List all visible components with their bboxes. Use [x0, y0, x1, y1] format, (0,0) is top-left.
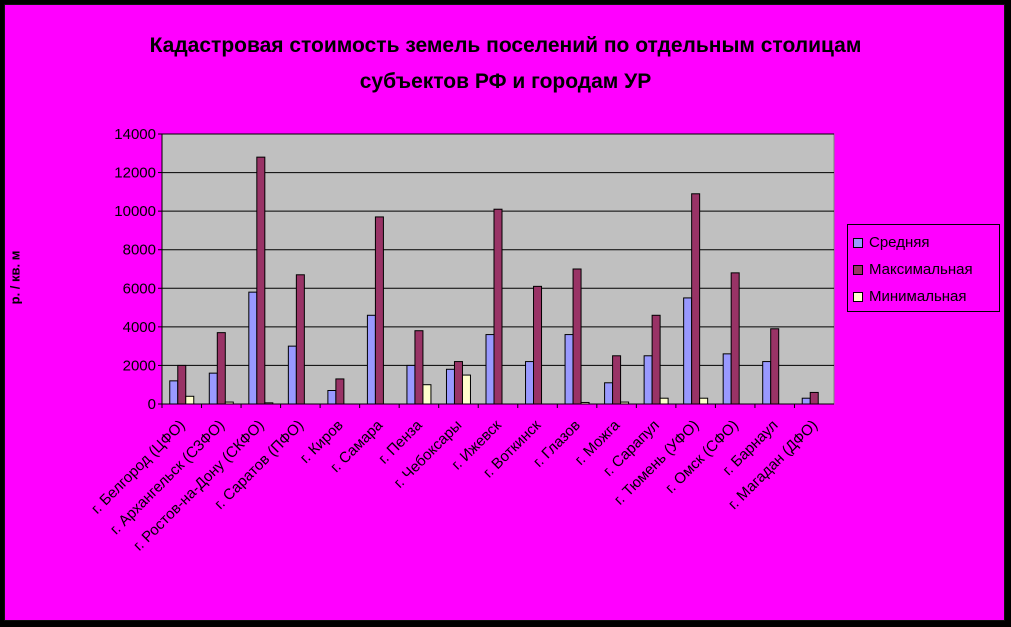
bar-average	[169, 380, 179, 405]
chart-title-line1: Кадастровая стоимость земель поселений п…	[149, 34, 862, 57]
bar-average	[485, 334, 495, 405]
legend-label-average: Средняя	[869, 234, 930, 251]
bar-maximum	[453, 361, 463, 405]
legend-item-maximum: Максимальная	[848, 256, 999, 283]
bar-average	[445, 368, 455, 405]
bar-average	[762, 361, 772, 405]
bar-minimum	[185, 395, 195, 405]
legend-swatch-maximum	[853, 264, 863, 275]
legend-label-minimum: Минимальная	[869, 288, 967, 305]
bar-average	[327, 390, 337, 405]
bar-maximum	[730, 272, 740, 405]
bar-average	[208, 372, 218, 405]
legend-swatch-average	[853, 237, 863, 248]
bar-average	[564, 334, 574, 405]
legend-item-minimum: Минимальная	[848, 283, 999, 310]
bar-maximum	[770, 328, 780, 405]
y-tick-label: 6000	[123, 280, 156, 297]
bar-average	[366, 314, 376, 405]
legend-label-maximum: Максимальная	[869, 261, 973, 278]
y-tick-label: 14000	[114, 126, 156, 143]
bar-maximum	[295, 274, 305, 405]
bar-maximum	[216, 332, 226, 405]
bar-average	[643, 355, 653, 405]
bar-maximum	[651, 314, 661, 405]
legend: Средняя Максимальная Минимальная	[847, 224, 1000, 312]
bar-minimum	[422, 384, 432, 405]
bar-average	[287, 345, 297, 405]
bar-minimum	[264, 402, 274, 405]
bar-average	[722, 353, 732, 405]
chart-title-line2: субъектов РФ и городам УР	[359, 70, 652, 93]
y-tick-label: 2000	[123, 357, 156, 374]
bar-minimum	[461, 374, 471, 405]
bar-maximum	[493, 208, 503, 405]
bar-maximum	[809, 391, 819, 405]
y-tick-label: 0	[148, 396, 156, 413]
bar-maximum	[335, 378, 345, 405]
bar-maximum	[691, 193, 701, 405]
bar-average	[683, 297, 693, 405]
bar-maximum	[612, 355, 622, 405]
bar-average	[604, 382, 614, 405]
y-tick-label: 10000	[114, 203, 156, 220]
y-tick-label: 8000	[123, 242, 156, 259]
bar-maximum	[256, 156, 266, 405]
bar-average	[525, 361, 535, 405]
bar-average	[406, 364, 416, 405]
bar-maximum	[572, 268, 582, 405]
bar-minimum	[659, 397, 669, 405]
bar-minimum	[224, 401, 234, 405]
y-axis-label: р. / кв. м	[7, 250, 23, 305]
bar-average	[801, 397, 811, 405]
y-tick-label: 12000	[114, 165, 156, 182]
bar-maximum	[177, 364, 187, 405]
bar-maximum	[374, 216, 384, 405]
bar-minimum	[699, 397, 709, 405]
y-tick-label: 4000	[123, 319, 156, 336]
legend-swatch-minimum	[853, 291, 863, 302]
bar-minimum	[580, 401, 590, 405]
bar-minimum	[620, 401, 630, 405]
bar-average	[248, 291, 258, 405]
legend-item-average: Средняя	[848, 229, 999, 256]
chart-title: Кадастровая стоимость земель поселений п…	[0, 28, 1011, 100]
bar-maximum	[533, 285, 543, 405]
bar-maximum	[414, 330, 424, 405]
